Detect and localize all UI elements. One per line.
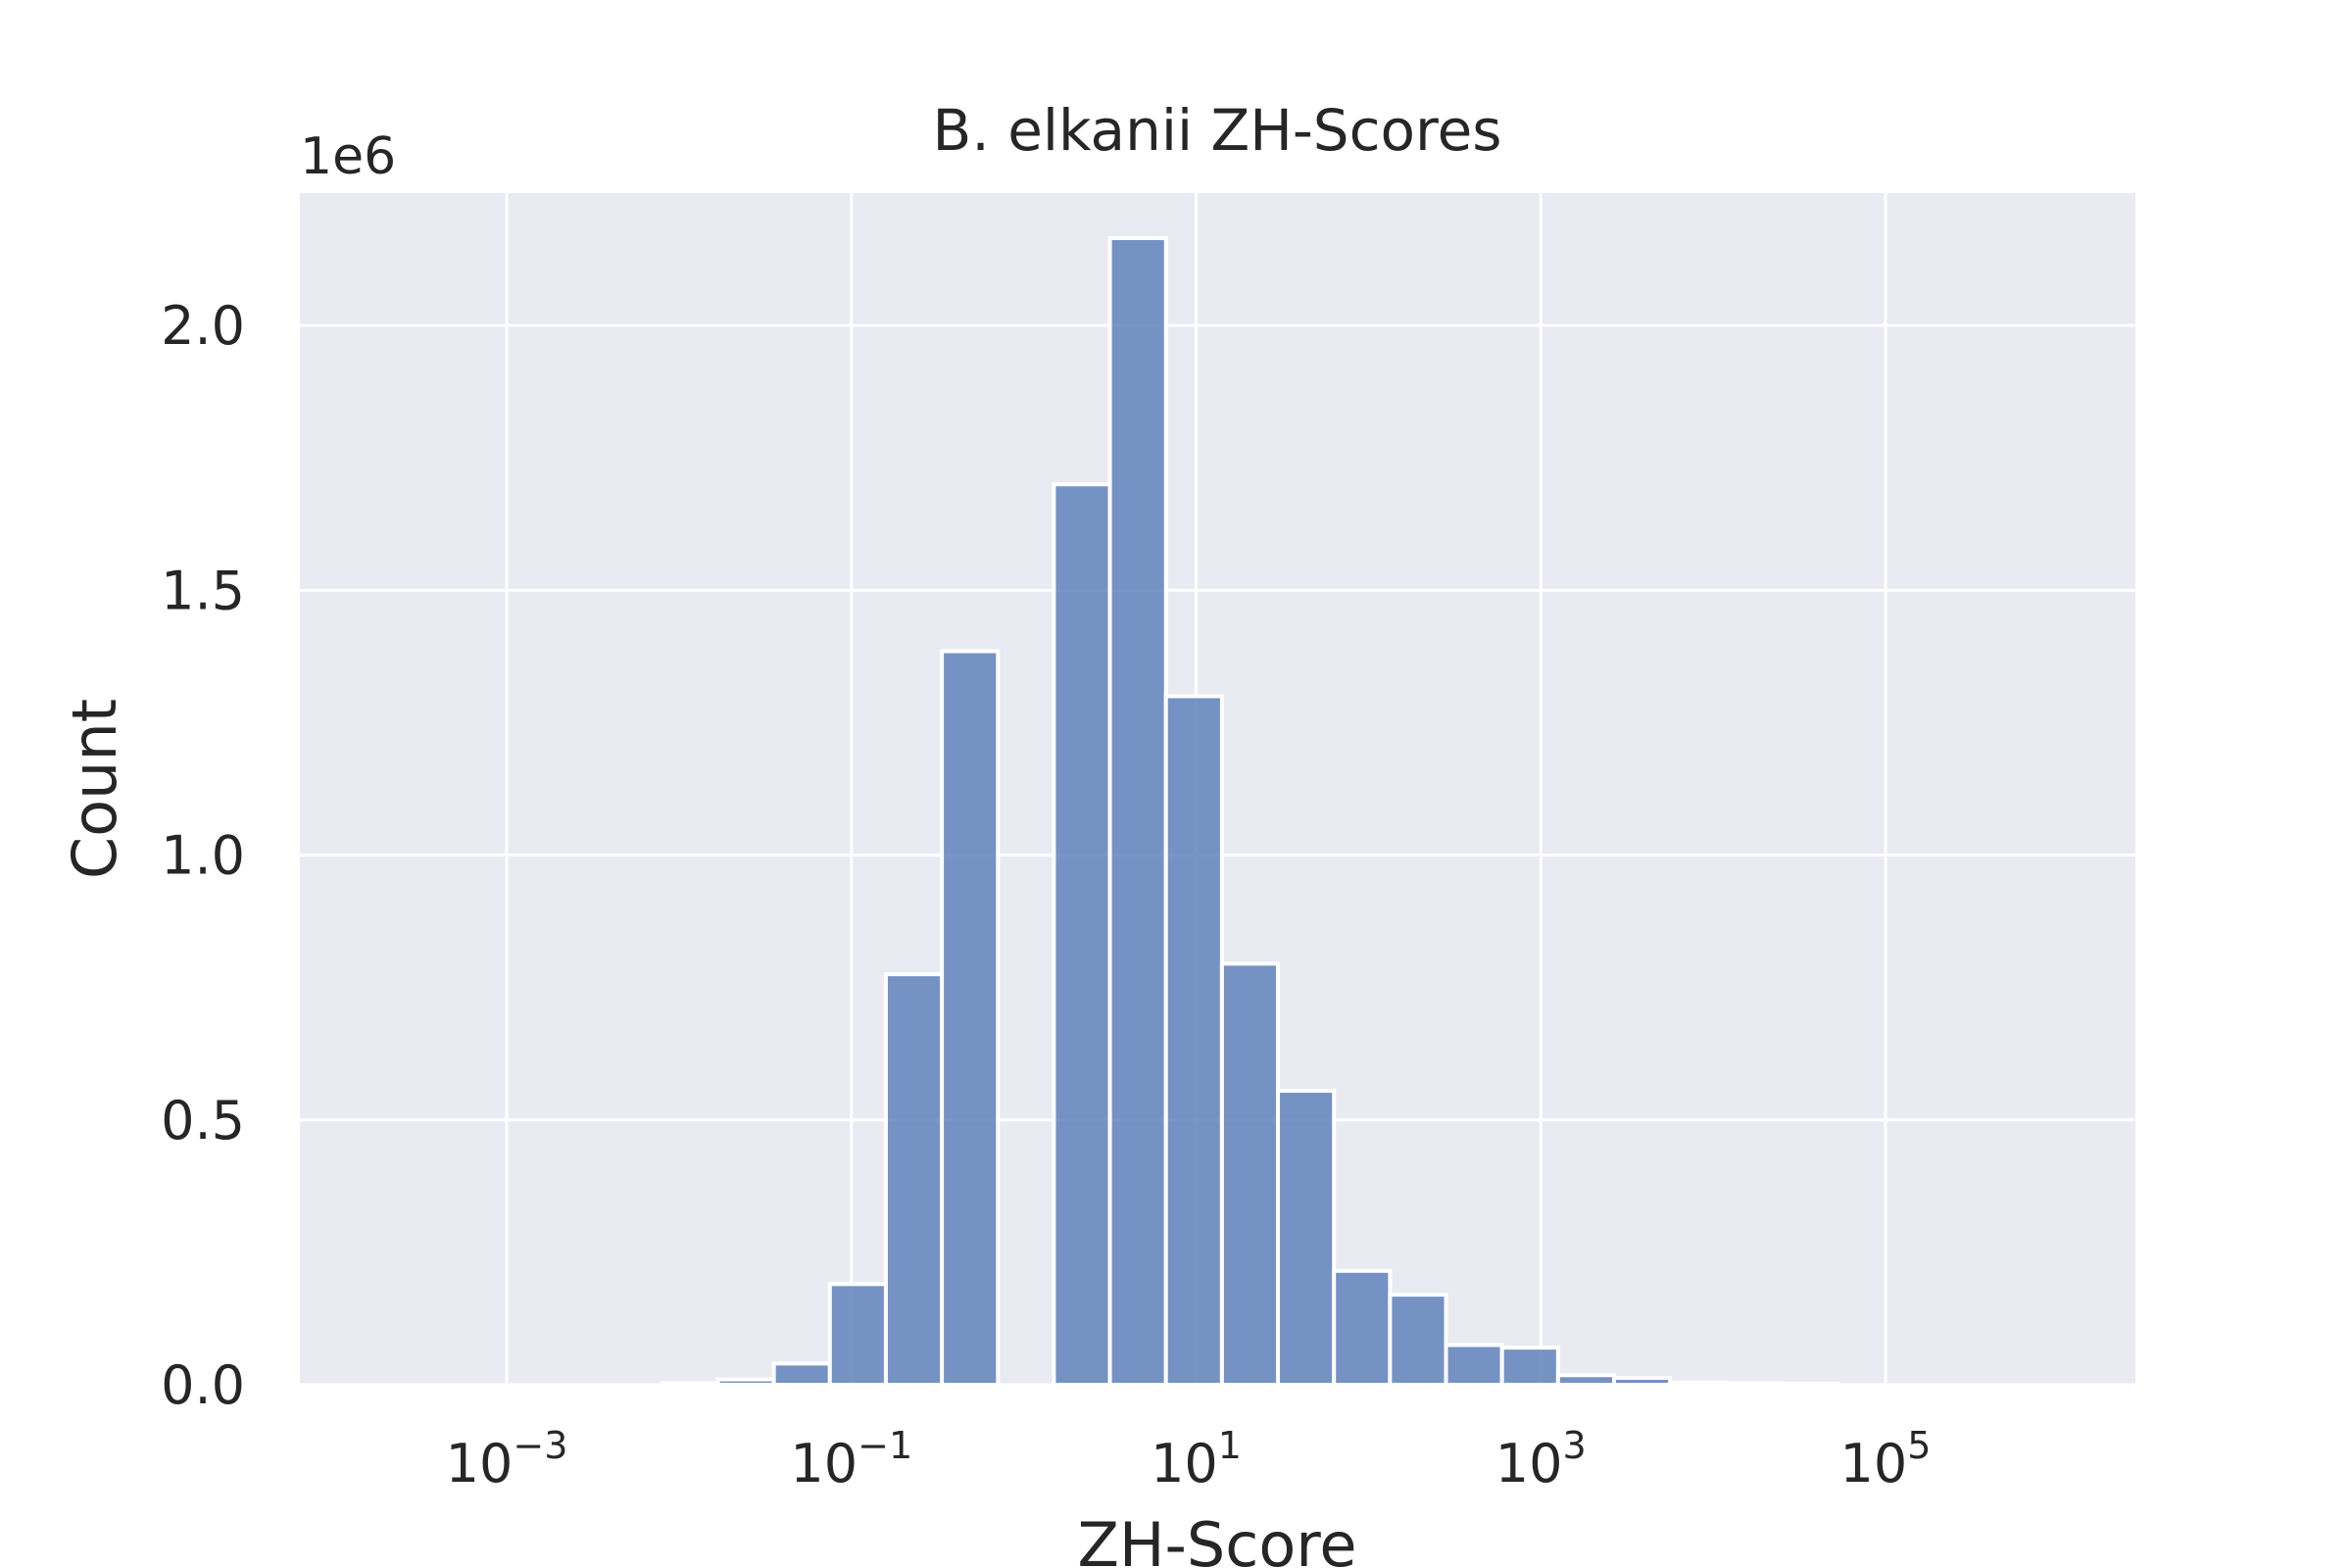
x-axis-label: ZH-Score (1077, 1509, 1356, 1568)
x-tick-label-4: 105 (1840, 1424, 1932, 1494)
histogram-bar-4 (883, 972, 945, 1388)
y-tick-label-1: 0.5 (161, 1090, 245, 1152)
y-tick-label-0: 0.0 (161, 1354, 245, 1416)
histogram-bar-10 (1219, 961, 1281, 1387)
histogram-bar-3 (827, 1282, 888, 1387)
y-offset-label: 1e6 (300, 127, 396, 186)
x-tick-labels: 10−3 10−1 101 103 105 (446, 1424, 1932, 1494)
histogram-bar-0 (660, 1381, 720, 1387)
histogram-bar-9 (1163, 694, 1224, 1387)
y-tick-label-2: 1.0 (161, 825, 245, 887)
histogram-bar-15 (1499, 1346, 1560, 1388)
histogram-bar-18 (1668, 1380, 1729, 1388)
histogram-bar-11 (1276, 1089, 1337, 1387)
histogram-bar-5 (940, 649, 1001, 1387)
histogram-bar-17 (1611, 1375, 1673, 1388)
histogram-bar-13 (1388, 1293, 1448, 1387)
histogram-bar-12 (1332, 1268, 1393, 1387)
x-tick-label-3: 103 (1495, 1424, 1587, 1494)
y-tick-labels: 0.0 0.5 1.0 1.5 2.0 (161, 295, 245, 1416)
histogram-bar-2 (771, 1361, 832, 1387)
histogram-bar-1 (715, 1377, 776, 1388)
histogram-bar-19 (1724, 1381, 1785, 1387)
histogram-bar-7 (1052, 482, 1112, 1387)
histogram-bar-8 (1107, 235, 1168, 1388)
y-tick-label-4: 2.0 (161, 295, 245, 357)
x-tick-label-0: 10−3 (446, 1424, 568, 1494)
histogram-bar-16 (1555, 1373, 1616, 1387)
histogram-bar-20 (1780, 1381, 1840, 1387)
chart-title: B. elkanii ZH-Scores (933, 97, 1502, 164)
bars (660, 235, 1840, 1388)
x-tick-label-2: 101 (1151, 1424, 1242, 1494)
x-tick-label-1: 10−1 (790, 1424, 912, 1494)
y-axis-label: Count (59, 699, 130, 879)
histogram-bar-14 (1444, 1343, 1504, 1388)
y-tick-label-3: 1.5 (161, 560, 245, 621)
